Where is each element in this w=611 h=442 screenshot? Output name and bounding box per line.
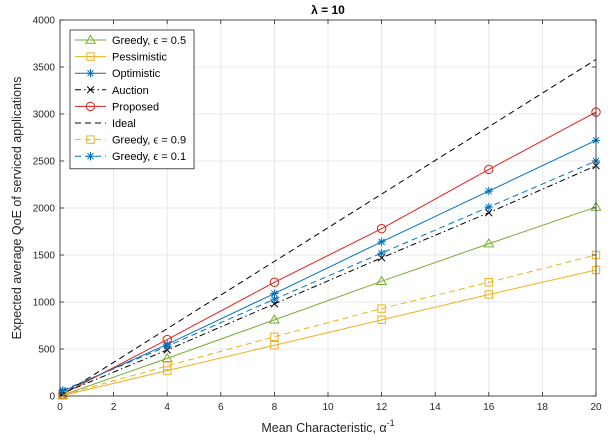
marker-asterisk — [163, 341, 172, 351]
legend-item: Ideal — [75, 118, 136, 130]
marker-circle — [85, 101, 96, 112]
series-7 — [58, 156, 601, 395]
legend-label: Proposed — [112, 101, 159, 113]
legend-item: Greedy, ϵ = 0.1 — [75, 151, 186, 163]
x-tick-label: 8 — [272, 402, 278, 413]
series-6 — [58, 250, 601, 400]
marker-triangle — [161, 352, 173, 363]
marker-asterisk — [270, 294, 279, 304]
y-tick-label: 500 — [38, 345, 55, 356]
x-axis-label-text: Mean Characteristic, α — [261, 421, 386, 435]
series-line — [62, 160, 597, 391]
marker-asterisk — [377, 248, 386, 258]
y-tick-label: 2500 — [33, 157, 56, 168]
marker-circle — [269, 277, 280, 287]
legend-label: Pessimistic — [112, 52, 168, 64]
marker-square — [86, 135, 95, 144]
series-line — [62, 165, 597, 394]
x-tick-label: 10 — [322, 402, 334, 413]
marker-square — [377, 315, 386, 325]
ticks: 0 2 4 6 8 10 12 14 16 18 20 0 500 1000 1500 2000 2500 300… — [33, 16, 602, 414]
series-line — [62, 254, 597, 396]
marker-x — [485, 208, 493, 217]
series-line — [62, 111, 597, 395]
x-tick-label: 6 — [218, 402, 224, 413]
legend-label: Auction — [112, 85, 149, 97]
x-axis-label: Mean Characteristic, α-1 — [261, 418, 394, 435]
legend-label: Greedy, ϵ = 0.9 — [112, 135, 186, 147]
marker-asterisk — [377, 237, 386, 247]
y-tick-label: 1000 — [33, 298, 56, 309]
legend-item: Auction — [75, 85, 149, 97]
legend-item: Pessimistic — [75, 52, 168, 64]
legend-item: Optimistic — [75, 68, 161, 80]
marker-triangle — [84, 34, 97, 44]
legend-label: Greedy, ϵ = 0.5 — [112, 35, 186, 47]
y-axis-label: Expected average QoE of serviced applica… — [10, 77, 24, 340]
legend-label: Greedy, ϵ = 0.1 — [112, 151, 186, 163]
y-tick-label: 2000 — [33, 204, 56, 215]
legend-item: Greedy, ϵ = 0.5 — [75, 34, 186, 47]
legend-label: Ideal — [112, 118, 136, 130]
marker-circle — [484, 164, 494, 175]
marker-asterisk — [484, 202, 493, 212]
y-tick-label: 1500 — [33, 251, 56, 262]
x-tick-label: 20 — [590, 402, 602, 413]
marker-triangle — [483, 238, 495, 248]
x-tick-label: 4 — [164, 402, 170, 413]
x-tick-label: 12 — [376, 402, 388, 413]
legend-item: Proposed — [75, 101, 159, 113]
y-tick-label: 3500 — [33, 63, 56, 74]
marker-square — [163, 366, 172, 375]
x-tick-label: 2 — [111, 402, 117, 413]
x-tick-label: 14 — [430, 402, 442, 413]
marker-circle — [376, 223, 387, 234]
legend-item: Greedy, ϵ = 0.9 — [75, 135, 186, 147]
marker-asterisk — [484, 186, 493, 196]
marker-x — [86, 86, 95, 94]
legend-label: Optimistic — [112, 68, 161, 80]
y-tick-label: 3000 — [33, 110, 56, 121]
legend: Greedy, ϵ = 0.5 Pessimistic Optimistic Auct… — [69, 29, 195, 170]
series-line — [62, 206, 597, 396]
series-5 — [59, 59, 597, 397]
marker-square — [377, 304, 386, 313]
marker-square — [86, 52, 95, 61]
y-tick-label: 0 — [49, 392, 55, 403]
marker-asterisk — [58, 386, 67, 395]
marker-square — [270, 332, 279, 341]
y-tick-label: 4000 — [33, 16, 56, 27]
marker-square — [163, 361, 172, 371]
marker-asterisk — [86, 152, 95, 161]
x-tick-label: 0 — [57, 402, 63, 413]
marker-triangle — [268, 314, 280, 324]
marker-square — [484, 278, 494, 287]
series-line — [59, 59, 597, 397]
chart-title: λ = 10 — [311, 3, 345, 17]
x-axis-label-superscript: -1 — [387, 418, 395, 428]
marker-asterisk — [270, 289, 279, 298]
series-layer — [57, 59, 602, 400]
x-tick-label: 16 — [483, 402, 495, 413]
marker-triangle — [376, 275, 388, 286]
series-line — [62, 139, 597, 392]
series-line — [62, 269, 597, 397]
marker-asterisk — [86, 69, 95, 78]
marker-square — [484, 290, 494, 299]
x-tick-label: 18 — [537, 402, 549, 413]
marker-square — [270, 341, 279, 350]
